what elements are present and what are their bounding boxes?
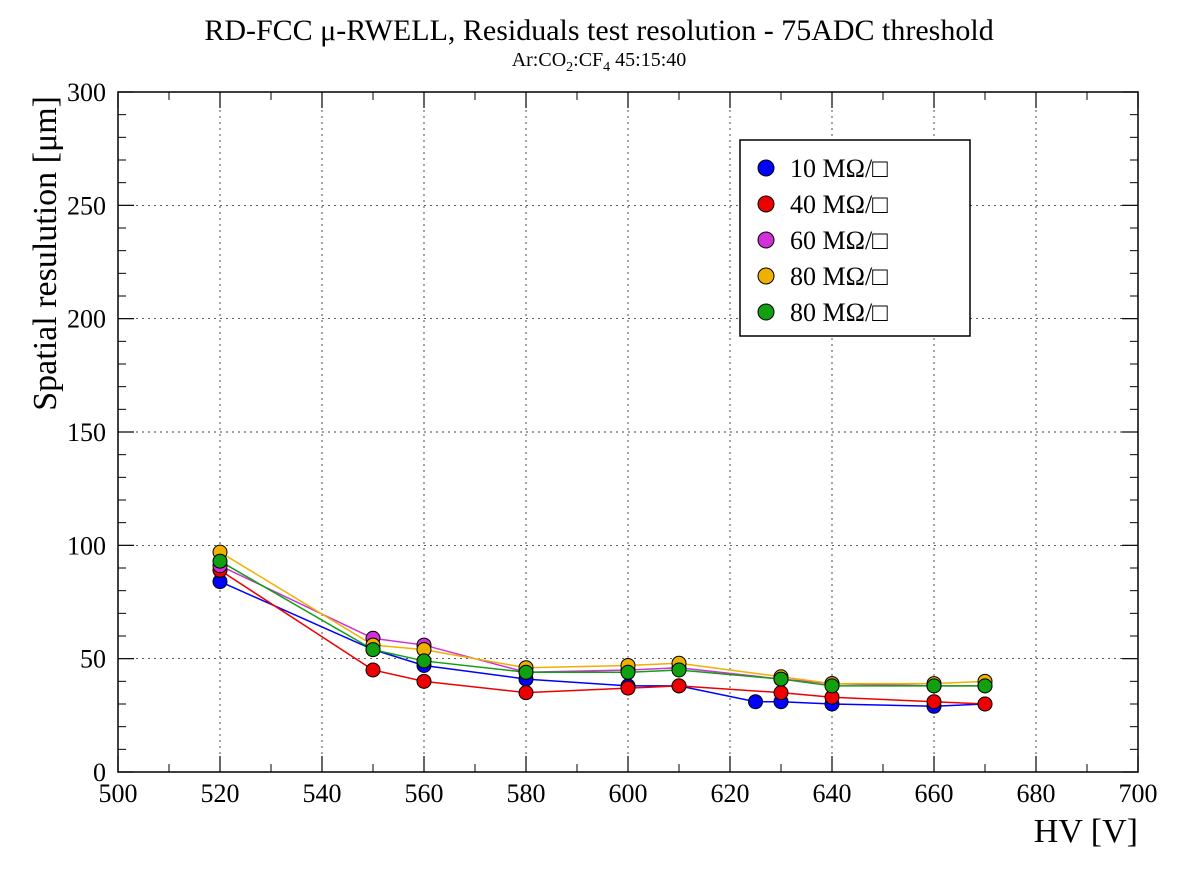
legend-marker <box>758 160 774 176</box>
data-point <box>417 654 431 668</box>
data-point <box>774 672 788 686</box>
data-point <box>672 663 686 677</box>
data-point <box>621 681 635 695</box>
data-point <box>978 679 992 693</box>
x-tick-label: 680 <box>1017 779 1056 808</box>
data-point <box>672 679 686 693</box>
data-point <box>366 663 380 677</box>
legend-marker <box>758 196 774 212</box>
data-point <box>774 686 788 700</box>
y-axis-label: Spatial resulution [μm] <box>27 96 64 411</box>
data-point <box>519 686 533 700</box>
legend-marker <box>758 232 774 248</box>
data-point <box>749 695 763 709</box>
legend-label: 60 MΩ/□ <box>790 226 888 255</box>
x-tick-label: 580 <box>507 779 546 808</box>
y-tick-label: 0 <box>93 758 106 787</box>
x-tick-label: 620 <box>711 779 750 808</box>
y-tick-label: 250 <box>67 191 106 220</box>
chart-container: 5005205405605806006206406606807000501001… <box>0 0 1198 876</box>
legend: 10 MΩ/□ 40 MΩ/□ 60 MΩ/□ 80 MΩ/□ 80 MΩ/□ <box>740 140 970 336</box>
y-tick-label: 200 <box>67 305 106 334</box>
chart-title: RD-FCC μ-RWELL, Residuals test resolutio… <box>204 14 993 47</box>
y-tick-label: 300 <box>67 78 106 107</box>
data-point <box>927 695 941 709</box>
data-point <box>366 643 380 657</box>
legend-label: 80 MΩ/□ <box>790 262 888 291</box>
y-tick-label: 50 <box>80 645 106 674</box>
x-tick-label: 660 <box>915 779 954 808</box>
data-point <box>621 665 635 679</box>
legend-label: 40 MΩ/□ <box>790 190 888 219</box>
data-point <box>978 697 992 711</box>
x-tick-label: 600 <box>609 779 648 808</box>
chart-svg: 5005205405605806006206406606807000501001… <box>0 0 1198 876</box>
x-tick-label: 540 <box>303 779 342 808</box>
data-point <box>213 554 227 568</box>
x-axis-label: HV [V] <box>1034 813 1138 850</box>
legend-marker <box>758 268 774 284</box>
x-tick-label: 520 <box>201 779 240 808</box>
data-point <box>825 679 839 693</box>
data-point <box>417 674 431 688</box>
legend-label: 80 MΩ/□ <box>790 298 888 327</box>
data-point <box>519 665 533 679</box>
x-tick-label: 700 <box>1119 779 1158 808</box>
y-tick-label: 150 <box>67 418 106 447</box>
data-point <box>927 679 941 693</box>
x-tick-label: 560 <box>405 779 444 808</box>
y-tick-label: 100 <box>67 531 106 560</box>
legend-marker <box>758 304 774 320</box>
x-tick-label: 640 <box>813 779 852 808</box>
legend-label: 10 MΩ/□ <box>790 154 888 183</box>
